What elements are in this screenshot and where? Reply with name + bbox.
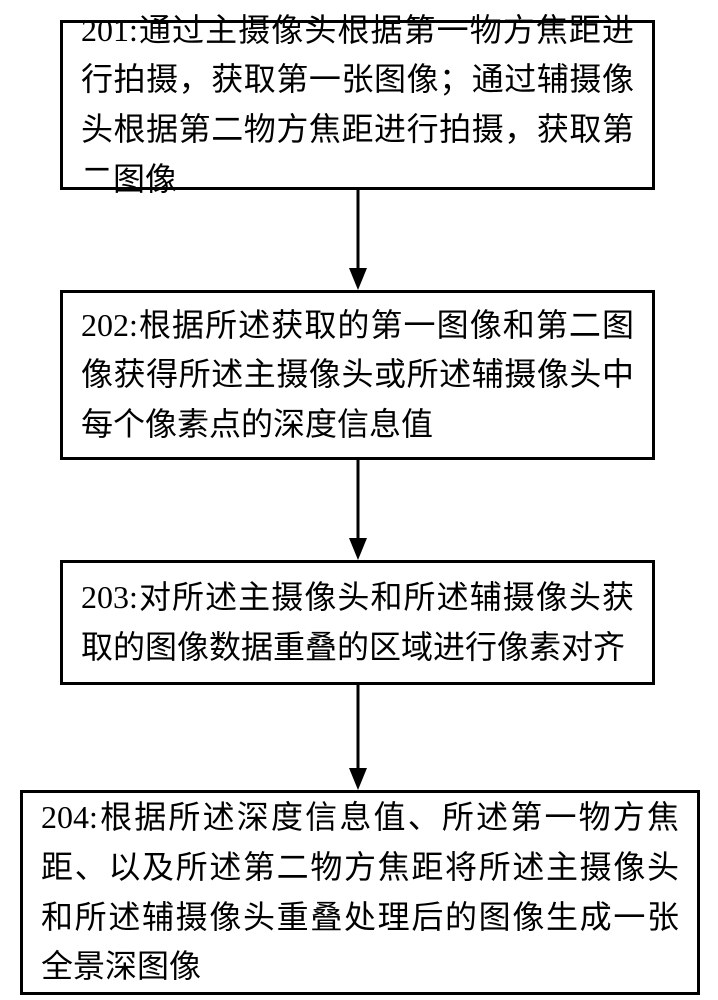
flowchart-node-text: 202:根据所述获取的第一图像和第二图像获得所述主摄像头或所述辅摄像头中每个像素… — [81, 301, 634, 450]
flowchart-node-204: 204:根据所述深度信息值、所述第一物方焦距、以及所述第二物方焦距将所述主摄像头… — [20, 790, 700, 995]
flowchart-canvas: 201:通过主摄像头根据第一物方焦距进行拍摄，获取第一张图像；通过辅摄像头根据第… — [0, 0, 718, 1000]
flowchart-node-text: 203:对所述主摄像头和所述辅摄像头获取的图像数据重叠的区域进行像素对齐 — [81, 573, 634, 672]
flowchart-arrow — [346, 460, 370, 560]
flowchart-arrow — [346, 685, 370, 790]
flowchart-arrow — [346, 190, 370, 290]
flowchart-node-text: 204:根据所述深度信息值、所述第一物方焦距、以及所述第二物方焦距将所述主摄像头… — [41, 793, 679, 991]
flowchart-node-203: 203:对所述主摄像头和所述辅摄像头获取的图像数据重叠的区域进行像素对齐 — [60, 560, 655, 685]
flowchart-node-text: 201:通过主摄像头根据第一物方焦距进行拍摄，获取第一张图像；通过辅摄像头根据第… — [81, 6, 634, 204]
flowchart-node-201: 201:通过主摄像头根据第一物方焦距进行拍摄，获取第一张图像；通过辅摄像头根据第… — [60, 20, 655, 190]
flowchart-node-202: 202:根据所述获取的第一图像和第二图像获得所述主摄像头或所述辅摄像头中每个像素… — [60, 290, 655, 460]
